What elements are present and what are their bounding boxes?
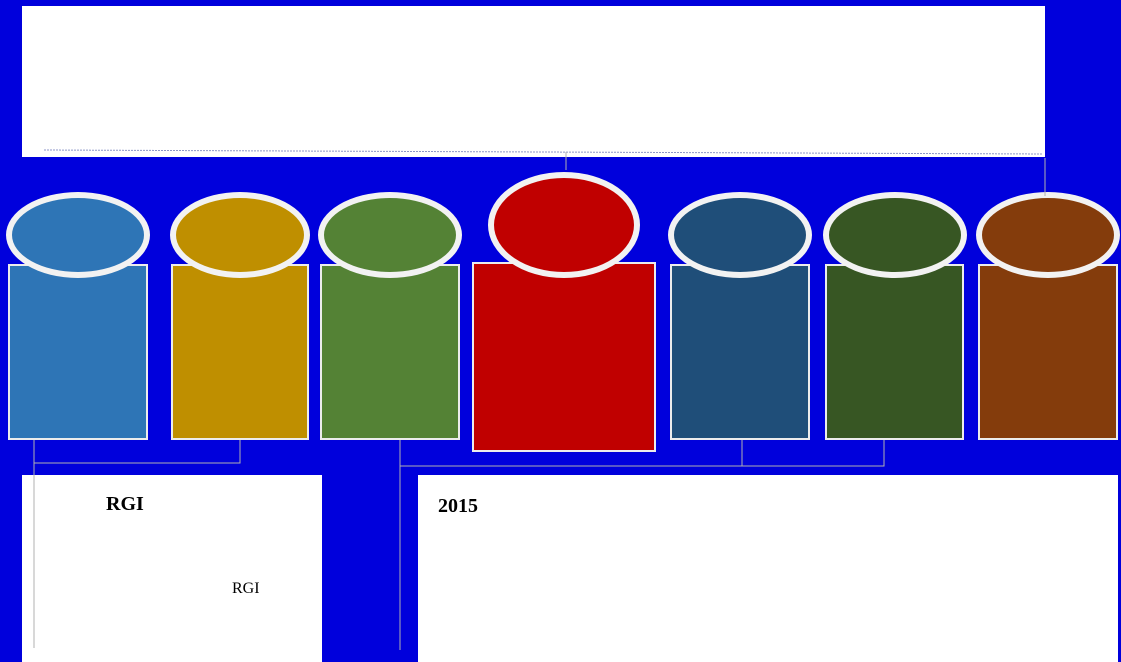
column-2-body	[171, 264, 309, 440]
column-2-cap	[170, 192, 310, 278]
right-box-title: 2015	[438, 495, 478, 517]
left-box-subtitle: RGI	[232, 580, 260, 597]
left-box-title: RGI	[106, 493, 144, 515]
column-3-body	[320, 264, 460, 440]
right-bracket	[399, 440, 885, 467]
column-6-cap	[822, 192, 967, 278]
left-text-panel	[22, 475, 322, 662]
column-2	[170, 192, 310, 440]
column-7	[976, 192, 1120, 440]
column-4-cap	[488, 172, 640, 278]
column-3	[318, 192, 462, 440]
column-6	[822, 192, 967, 440]
column-3-cap	[318, 192, 462, 278]
top-dotted-line	[43, 149, 1044, 155]
column-7-cap	[976, 192, 1120, 278]
column-1-cap	[6, 192, 150, 278]
right-text-panel	[418, 475, 1118, 662]
top-text-panel	[22, 6, 1045, 157]
left-bracket	[33, 440, 241, 464]
column-4-body	[472, 262, 656, 452]
column-5	[668, 192, 812, 440]
column-4	[472, 172, 656, 452]
column-1-body	[8, 264, 148, 440]
column-5-cap	[668, 192, 812, 278]
column-1	[6, 192, 150, 440]
